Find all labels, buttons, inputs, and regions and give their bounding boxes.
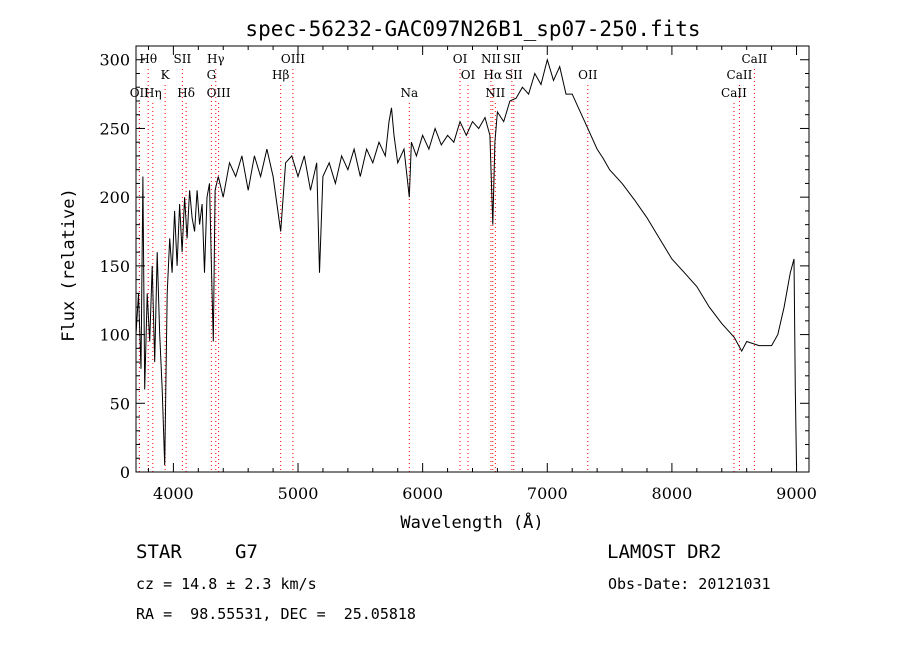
y-tick-label: 0 xyxy=(120,463,130,482)
x-tick-label: 4000 xyxy=(153,484,194,503)
emission-line-label: CaII xyxy=(727,68,753,82)
emission-line-label: G xyxy=(207,68,217,82)
x-tick-label: 9000 xyxy=(776,484,817,503)
emission-line-label: Hθ xyxy=(139,52,157,66)
emission-line-label: Na xyxy=(400,86,418,100)
emission-line-markers xyxy=(138,69,755,472)
class-label: STAR xyxy=(136,541,182,563)
x-tick-label: 8000 xyxy=(652,484,693,503)
emission-line-label: Hδ xyxy=(177,86,195,100)
x-tick-label: 5000 xyxy=(278,484,319,503)
emission-line-label: OI xyxy=(461,68,476,82)
coordinates-label: RA = 98.55531, DEC = 25.05818 xyxy=(136,605,416,623)
emission-line-label: OIII xyxy=(207,86,231,100)
emission-line-label: CaII xyxy=(721,86,747,100)
survey-label: LAMOST DR2 xyxy=(607,541,722,563)
emission-line-label: SII xyxy=(505,68,523,82)
emission-line-label: NII xyxy=(481,52,501,66)
y-axis-label: Flux (relative) xyxy=(59,188,79,342)
y-tick-label: 200 xyxy=(99,188,130,207)
obs-date-label: Obs-Date: 20121031 xyxy=(608,575,771,593)
emission-line-label: Hβ xyxy=(272,68,289,82)
y-tick-label: 100 xyxy=(99,326,130,345)
chart-title: spec-56232-GAC097N26B1_sp07-250.fits xyxy=(245,17,700,41)
emission-line-label: Hγ xyxy=(207,52,225,66)
emission-line-label: K xyxy=(161,68,171,82)
y-tick-label: 150 xyxy=(99,257,130,276)
y-tick-label: 50 xyxy=(110,394,130,413)
emission-line-label: SII xyxy=(174,52,192,66)
emission-line-label: OIII xyxy=(281,52,305,66)
emission-line-label: Hη xyxy=(144,86,162,100)
plot-frame xyxy=(135,45,810,473)
x-tick-label: 6000 xyxy=(402,484,443,503)
x-axis-label: Wavelength (Å) xyxy=(400,511,543,533)
y-tick-label: 300 xyxy=(99,51,130,70)
emission-line-label: Hα xyxy=(484,68,503,82)
spectrum-line xyxy=(135,57,797,466)
emission-line-label: OI xyxy=(453,52,468,66)
y-tick-label: 250 xyxy=(99,119,130,138)
x-tick-label: 7000 xyxy=(527,484,568,503)
redshift-label: cz = 14.8 ± 2.3 km/s xyxy=(136,575,317,593)
emission-line-label: OII xyxy=(130,86,150,100)
emission-line-label: OII xyxy=(578,68,598,82)
emission-line-labels: HθOIIHηKSIIHδHγGOIIIOIIIHβNaOIOINIIHαNII… xyxy=(130,52,768,100)
axis-ticks: 4000 5000 6000 7000 8000 9000 0 50 100 150 200 250 3… xyxy=(99,46,817,503)
subclass-label: G7 xyxy=(235,541,258,563)
emission-line-label: NII xyxy=(485,86,505,100)
emission-line-label: CaII xyxy=(741,52,767,66)
emission-line-label: SII xyxy=(503,52,521,66)
